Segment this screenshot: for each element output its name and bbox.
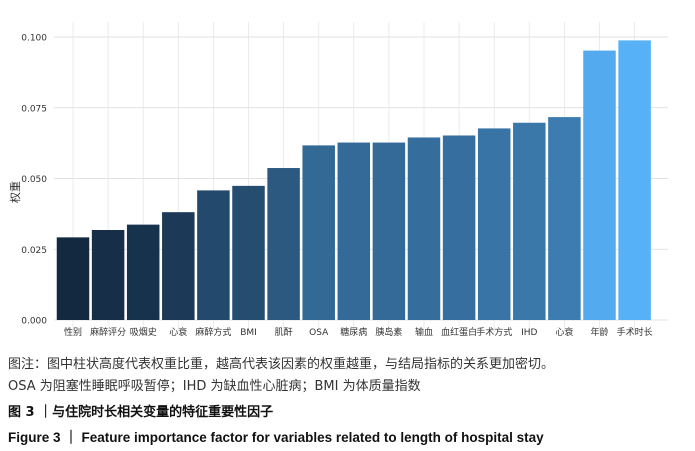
figure-caption-english: Figure 3 ｜ Feature importance factor for… xyxy=(8,430,544,445)
bars xyxy=(56,40,651,321)
y-tick-label: 0.050 xyxy=(21,175,47,185)
y-axis-label: 权重 xyxy=(8,181,22,203)
x-tick-labels: 性别 麻醉评分 吸烟史 心衰 麻醉方式 BMI 肌酐 OSA 糖尿病 胰岛素 输血 血红蛋白 手术方式 I… xyxy=(64,326,653,338)
bar-16 xyxy=(583,50,616,321)
bar-15 xyxy=(548,117,581,321)
bar-3 xyxy=(126,224,160,320)
bar-2 xyxy=(91,230,125,320)
bar-17 xyxy=(618,40,651,321)
x-tick-label: 性别 xyxy=(64,326,82,338)
x-tick-label: 肌酐 xyxy=(275,327,293,338)
x-tick-label: IHD xyxy=(521,328,537,338)
x-tick-label: 心衰 xyxy=(555,326,573,338)
figure-caption-chinese: 图 3 ｜与住院时长相关变量的特征重要性因子 xyxy=(8,405,274,420)
y-tick-label: 0.100 xyxy=(21,34,47,44)
x-tick-label: 麻醉评分 xyxy=(90,326,126,338)
x-tick-label: 胰岛素 xyxy=(375,326,402,338)
caption-note-line-1: 图注：图中柱状高度代表权重比重，越高代表该因素的权重越重，与结局指标的关系更加密… xyxy=(8,357,555,372)
x-tick-label: 麻醉方式 xyxy=(195,326,231,338)
y-tick-label: 0.075 xyxy=(21,104,47,114)
y-tick-label: 0.025 xyxy=(21,246,47,256)
bar-1 xyxy=(56,237,90,320)
bar-10 xyxy=(372,142,406,320)
bar-8 xyxy=(302,145,335,320)
x-tick-label: 吸烟史 xyxy=(130,326,157,338)
x-tick-label: 输血 xyxy=(415,326,433,338)
bar-12 xyxy=(442,135,476,320)
bar-11 xyxy=(407,137,441,320)
x-tick-label: 心衰 xyxy=(169,326,187,338)
x-tick-label: 糖尿病 xyxy=(340,326,367,338)
x-tick-label: 手术时长 xyxy=(617,326,653,338)
x-tick-label: OSA xyxy=(309,328,329,338)
bar-9 xyxy=(337,142,371,320)
x-tick-label: BMI xyxy=(240,328,257,338)
y-tick-label: 0.000 xyxy=(21,317,47,327)
bar-14 xyxy=(513,122,546,321)
x-tick-label: 年龄 xyxy=(590,326,608,338)
bar-7 xyxy=(267,168,300,320)
caption-note-line-2: OSA 为阻塞性睡眠呼吸暂停；IHD 为缺血性心脏病；BMI 为体质量指数 xyxy=(8,379,421,394)
x-tick-label: 手术方式 xyxy=(476,326,512,338)
bar-4 xyxy=(162,212,195,320)
bar-13 xyxy=(477,128,511,320)
bar-6 xyxy=(232,185,265,320)
y-tick-labels: 0.000 0.025 0.050 0.075 0.100 xyxy=(21,34,47,327)
x-tick-label: 血红蛋白 xyxy=(441,326,477,338)
bar-5 xyxy=(197,190,230,320)
